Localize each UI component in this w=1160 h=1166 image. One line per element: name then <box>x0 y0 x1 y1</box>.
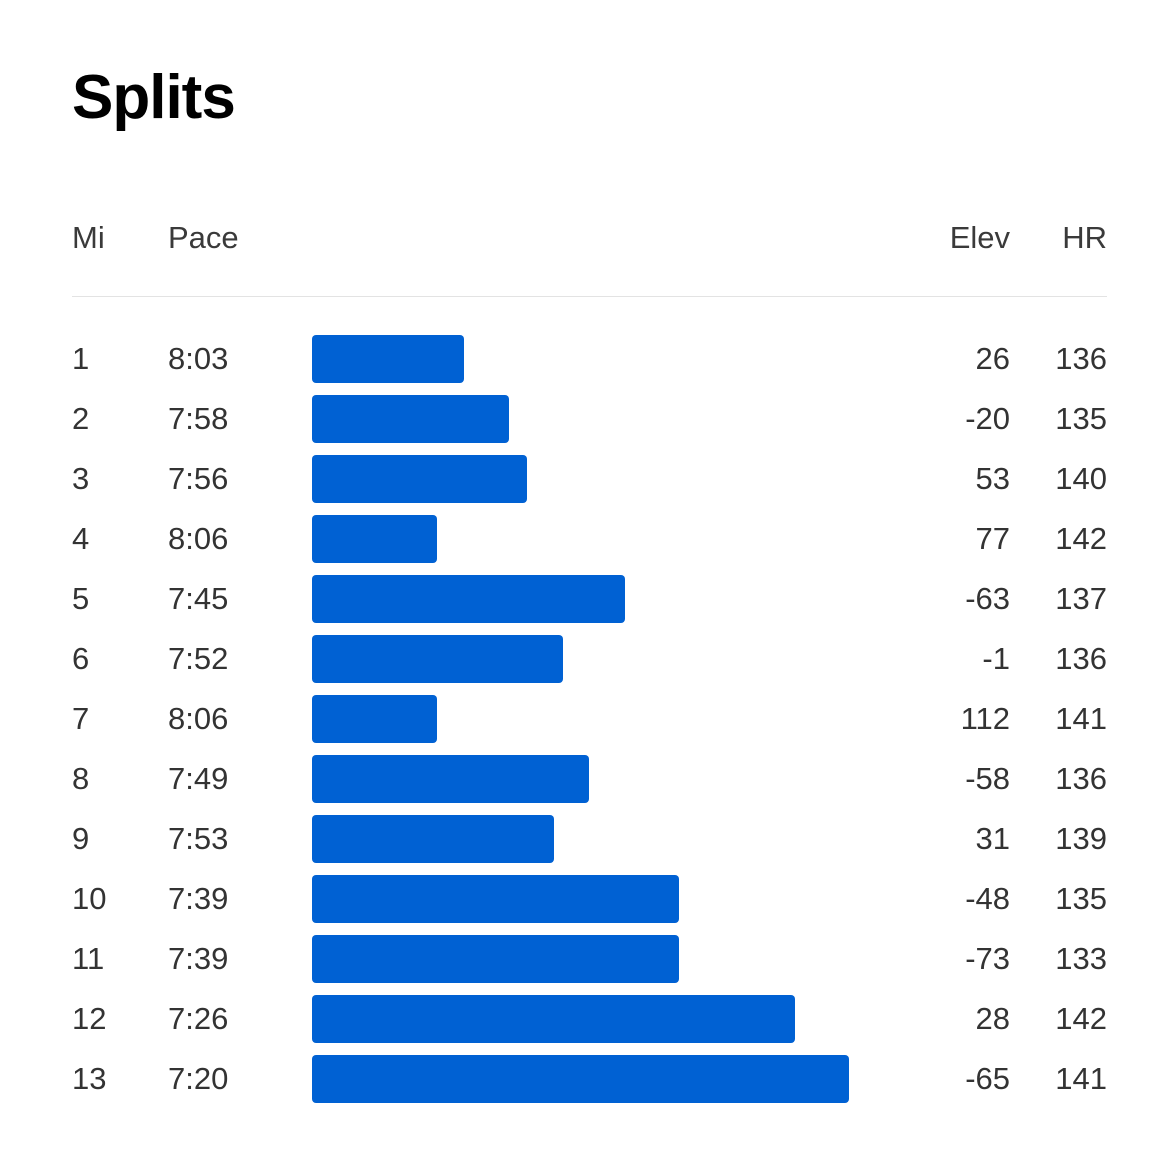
split-elevation: -1 <box>982 641 1010 676</box>
pace-bar-track <box>312 995 932 1043</box>
split-mile: 13 <box>72 1061 107 1096</box>
split-mile: 5 <box>72 581 90 616</box>
pace-bar <box>312 815 554 863</box>
split-row: 1 8:03 26 136 <box>0 329 1160 389</box>
split-elevation: 112 <box>960 701 1010 736</box>
split-pace: 7:53 <box>168 821 229 856</box>
split-heart-rate: 142 <box>1055 521 1107 556</box>
split-row: 7 8:06 112 141 <box>0 689 1160 749</box>
split-mile: 2 <box>72 401 90 436</box>
pace-bar <box>312 875 679 923</box>
pace-bar-track <box>312 875 932 923</box>
pace-bar-track <box>312 1055 932 1103</box>
split-elevation: -65 <box>965 1061 1010 1096</box>
split-heart-rate: 142 <box>1055 1001 1107 1036</box>
elevation-column-header: Elev <box>949 220 1010 255</box>
split-pace: 7:52 <box>168 641 229 676</box>
split-elevation: 28 <box>975 1001 1010 1036</box>
pace-bar <box>312 935 679 983</box>
pace-bar-track <box>312 395 932 443</box>
split-heart-rate: 139 <box>1055 821 1107 856</box>
mile-column-header: Mi <box>72 220 105 255</box>
split-row: 6 7:52 -1 136 <box>0 629 1160 689</box>
pace-bar <box>312 395 509 443</box>
pace-bar-track <box>312 935 932 983</box>
split-elevation: -48 <box>965 881 1010 916</box>
split-elevation: 77 <box>975 521 1010 556</box>
split-elevation: -58 <box>965 761 1010 796</box>
split-mile: 12 <box>72 1001 107 1036</box>
pace-bar <box>312 755 590 803</box>
split-row: 4 8:06 77 142 <box>0 509 1160 569</box>
pace-bar-track <box>312 455 932 503</box>
split-mile: 10 <box>72 881 107 916</box>
split-pace: 7:49 <box>168 761 229 796</box>
split-mile: 9 <box>72 821 90 856</box>
split-row: 5 7:45 -63 137 <box>0 569 1160 629</box>
split-mile: 1 <box>72 341 90 376</box>
header-divider <box>72 296 1107 297</box>
split-heart-rate: 141 <box>1055 701 1107 736</box>
split-heart-rate: 136 <box>1055 341 1107 376</box>
split-elevation: 53 <box>975 461 1010 496</box>
split-heart-rate: 135 <box>1055 881 1107 916</box>
pace-bar <box>312 1055 849 1103</box>
split-heart-rate: 137 <box>1055 581 1107 616</box>
split-elevation: -73 <box>965 941 1010 976</box>
pace-column-header: Pace <box>168 220 239 255</box>
split-pace: 7:39 <box>168 941 229 976</box>
pace-bar-track <box>312 695 932 743</box>
pace-bar-track <box>312 755 932 803</box>
split-elevation: -20 <box>965 401 1010 436</box>
split-row: 13 7:20 -65 141 <box>0 1049 1160 1109</box>
split-pace: 7:39 <box>168 881 229 916</box>
pace-bar <box>312 515 438 563</box>
split-row: 3 7:56 53 140 <box>0 449 1160 509</box>
splits-list: 1 8:03 26 136 2 7:58 -20 135 3 7:56 53 140 4 8:06 77 14… <box>0 329 1160 1109</box>
split-pace: 7:58 <box>168 401 229 436</box>
split-heart-rate: 140 <box>1055 461 1107 496</box>
split-pace: 7:56 <box>168 461 229 496</box>
split-row: 10 7:39 -48 135 <box>0 869 1160 929</box>
split-elevation: -63 <box>965 581 1010 616</box>
pace-bar-track <box>312 515 932 563</box>
split-elevation: 31 <box>975 821 1010 856</box>
split-mile: 3 <box>72 461 90 496</box>
pace-bar <box>312 455 527 503</box>
pace-bar-track <box>312 335 932 383</box>
split-heart-rate: 135 <box>1055 401 1107 436</box>
pace-bar <box>312 695 438 743</box>
split-row: 9 7:53 31 139 <box>0 809 1160 869</box>
split-heart-rate: 141 <box>1055 1061 1107 1096</box>
split-row: 8 7:49 -58 136 <box>0 749 1160 809</box>
split-heart-rate: 136 <box>1055 641 1107 676</box>
pace-bar-track <box>312 575 932 623</box>
split-pace: 7:45 <box>168 581 229 616</box>
split-mile: 4 <box>72 521 90 556</box>
split-mile: 8 <box>72 761 90 796</box>
split-pace: 8:06 <box>168 701 229 736</box>
split-row: 11 7:39 -73 133 <box>0 929 1160 989</box>
split-pace: 8:06 <box>168 521 229 556</box>
pace-bar <box>312 635 563 683</box>
split-mile: 6 <box>72 641 90 676</box>
pace-bar-track <box>312 815 932 863</box>
split-mile: 7 <box>72 701 90 736</box>
split-heart-rate: 136 <box>1055 761 1107 796</box>
split-row: 12 7:26 28 142 <box>0 989 1160 1049</box>
split-row: 2 7:58 -20 135 <box>0 389 1160 449</box>
split-heart-rate: 133 <box>1055 941 1107 976</box>
pace-bar <box>312 575 626 623</box>
page-title: Splits <box>72 63 236 132</box>
pace-bar-track <box>312 635 932 683</box>
split-pace: 7:20 <box>168 1061 229 1096</box>
pace-bar <box>312 335 465 383</box>
pace-bar <box>312 995 796 1043</box>
split-pace: 7:26 <box>168 1001 229 1036</box>
split-elevation: 26 <box>975 341 1010 376</box>
split-mile: 11 <box>72 941 105 976</box>
heart-rate-column-header: HR <box>1062 220 1107 255</box>
split-pace: 8:03 <box>168 341 229 376</box>
